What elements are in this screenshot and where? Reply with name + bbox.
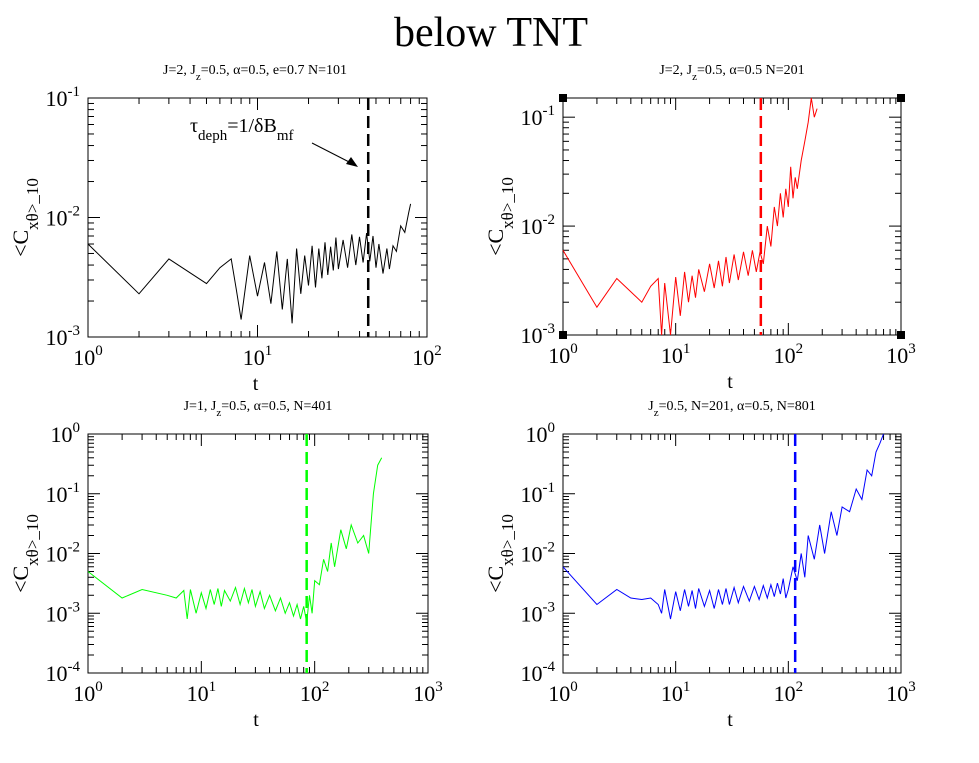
panel-4: Jz=0.5, N=201, α=0.5, N=801 100 101 102 103 1… [483,399,916,731]
panel-3: J=1, Jz=0.5, α=0.5, N=401 100 101 102 103 10-… [8,399,443,731]
y-tick-label: 10-1 [521,103,556,130]
y-tick-label: 100 [51,420,81,447]
x-axis-label: t [253,709,259,731]
y-axis-label: <Cxθ>_10 [483,514,517,593]
y-tick-label: 10-1 [46,480,81,507]
x-tick-label: 103 [886,679,916,706]
panels: J=2, Jz=0.5, α=0.5, e=0.7 N=101 100 101 102… [8,63,916,731]
plot-frame [562,97,902,336]
x-tick-label: 101 [661,679,691,706]
x-tick-label: 101 [187,679,217,706]
y-axis-label: <Cxθ>_10 [8,514,42,593]
x-tick-label: 102 [412,343,442,370]
y-tick-label: 10-2 [46,204,81,231]
y-tick-label: 100 [526,420,556,447]
corner-handle [559,331,567,339]
x-tick-label: 101 [661,341,691,368]
panel-subtitle: Jz=0.5, N=201, α=0.5, N=801 [648,399,815,419]
y-tick-label: 10-2 [46,540,81,567]
x-axis-label: t [727,709,733,731]
figure-title: below TNT [394,10,588,56]
x-tick-label: 100 [73,343,103,370]
x-tick-label: 101 [243,343,273,370]
panel-1: J=2, Jz=0.5, α=0.5, e=0.7 N=101 100 101 102… [8,63,442,395]
dephasing-annotation: τdeph=1/δBmf [190,115,294,144]
corner-handle [559,94,567,102]
y-tick-label: 10-2 [521,540,556,567]
x-tick-label: 103 [413,679,443,706]
x-tick-label: 100 [73,679,103,706]
y-tick-label: 10-1 [521,480,556,507]
annotation-arrow [311,142,356,166]
series-line [562,97,818,336]
y-tick-label: 10-4 [46,659,81,686]
series-line [562,433,884,620]
x-axis-label: t [727,371,733,393]
y-tick-label: 10-2 [521,212,556,239]
x-tick-label: 100 [548,679,578,706]
y-tick-label: 10-3 [46,599,81,626]
plot-frame [562,433,902,674]
corner-handle [897,94,905,102]
panel-subtitle: J=2, Jz=0.5, α=0.5, e=0.7 N=101 [163,63,347,83]
corner-handle [897,331,905,339]
panel-subtitle: J=1, Jz=0.5, α=0.5, N=401 [184,399,333,419]
x-tick-label: 103 [886,341,916,368]
x-tick-label: 102 [774,679,804,706]
y-tick-label: 10-3 [46,323,81,350]
x-axis-label: t [253,373,259,395]
x-tick-label: 102 [300,679,330,706]
y-tick-label: 10-3 [521,599,556,626]
y-axis-label: <Cxθ>_10 [8,178,42,257]
panel-subtitle: J=2, Jz=0.5, α=0.5 N=201 [659,63,804,83]
y-axis-label: <Cxθ>_10 [483,177,517,256]
x-tick-label: 102 [774,341,804,368]
series-line [87,457,383,623]
annotation-arrowhead [346,157,358,167]
y-tick-label: 10-1 [46,84,81,111]
y-tick-label: 10-4 [521,659,556,686]
series-line [87,203,412,324]
x-tick-label: 100 [548,341,578,368]
